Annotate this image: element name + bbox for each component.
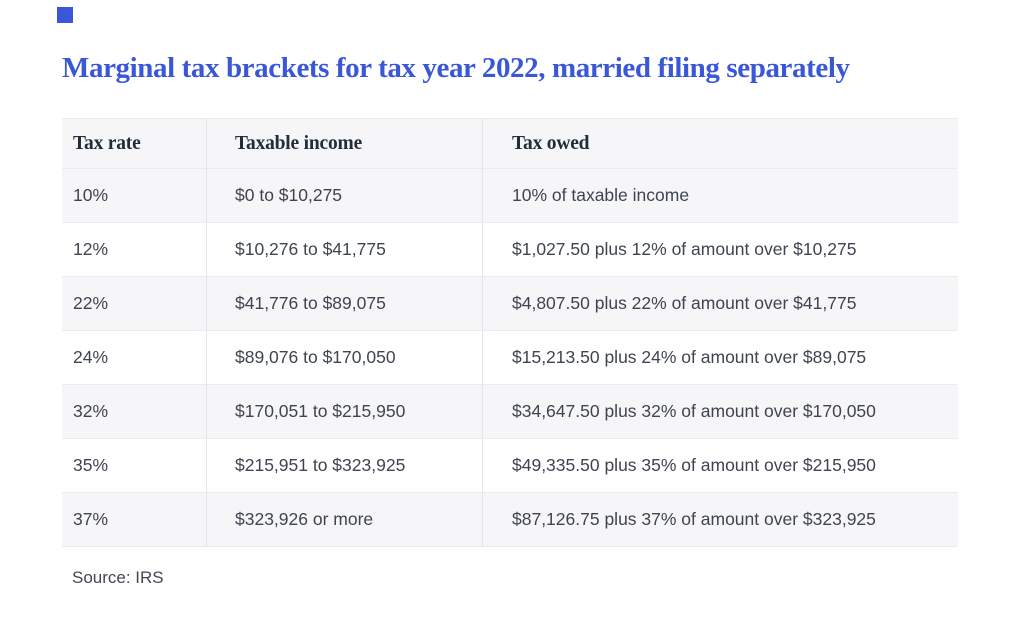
table-row: 35% $215,951 to $323,925 $49,335.50 plus… [62,439,958,493]
table-row: 12% $10,276 to $41,775 $1,027.50 plus 12… [62,223,958,277]
cell-taxable-income: $0 to $10,275 [207,169,483,222]
cell-tax-owed: $87,126.75 plus 37% of amount over $323,… [512,509,876,529]
table-row: 32% $170,051 to $215,950 $34,647.50 plus… [62,385,958,439]
cell-tax-rate: 24% [62,331,207,384]
cell-taxable-income: $89,076 to $170,050 [207,331,483,384]
cell-tax-owed: $1,027.50 plus 12% of amount over $10,27… [512,239,857,259]
cell-tax-rate: 32% [62,385,207,438]
cell-taxable-income: $170,051 to $215,950 [207,385,483,438]
cell-tax-rate: 35% [62,439,207,492]
cell-taxable-income: $215,951 to $323,925 [207,439,483,492]
cell-taxable-income: $323,926 or more [207,493,483,546]
column-header-taxable-income: Taxable income [207,119,483,168]
cell-tax-rate: 12% [62,223,207,276]
brand-square-mark [57,7,73,23]
cell-tax-rate: 37% [62,493,207,546]
cell-taxable-income: $10,276 to $41,775 [207,223,483,276]
table-row: 22% $41,776 to $89,075 $4,807.50 plus 22… [62,277,958,331]
table-row: 10% $0 to $10,275 10% of taxable income [62,169,958,223]
page-title: Marginal tax brackets for tax year 2022,… [62,52,850,84]
cell-tax-owed: $49,335.50 plus 35% of amount over $215,… [512,455,876,475]
cell-tax-rate: 22% [62,277,207,330]
tax-brackets-table: Tax rate Taxable income Tax owed 10% $0 … [62,118,958,547]
cell-taxable-income: $41,776 to $89,075 [207,277,483,330]
source-attribution: Source: IRS [72,568,164,587]
table-row: 24% $89,076 to $170,050 $15,213.50 plus … [62,331,958,385]
cell-tax-owed: $34,647.50 plus 32% of amount over $170,… [512,401,876,421]
table-header-row: Tax rate Taxable income Tax owed [62,119,958,169]
column-header-tax-rate: Tax rate [62,119,207,168]
cell-tax-owed: $4,807.50 plus 22% of amount over $41,77… [512,293,857,313]
cell-tax-rate: 10% [62,169,207,222]
cell-tax-owed: 10% of taxable income [512,185,690,205]
cell-tax-owed: $15,213.50 plus 24% of amount over $89,0… [512,347,867,367]
column-header-tax-owed: Tax owed [512,132,590,154]
table-row: 37% $323,926 or more $87,126.75 plus 37%… [62,493,958,547]
